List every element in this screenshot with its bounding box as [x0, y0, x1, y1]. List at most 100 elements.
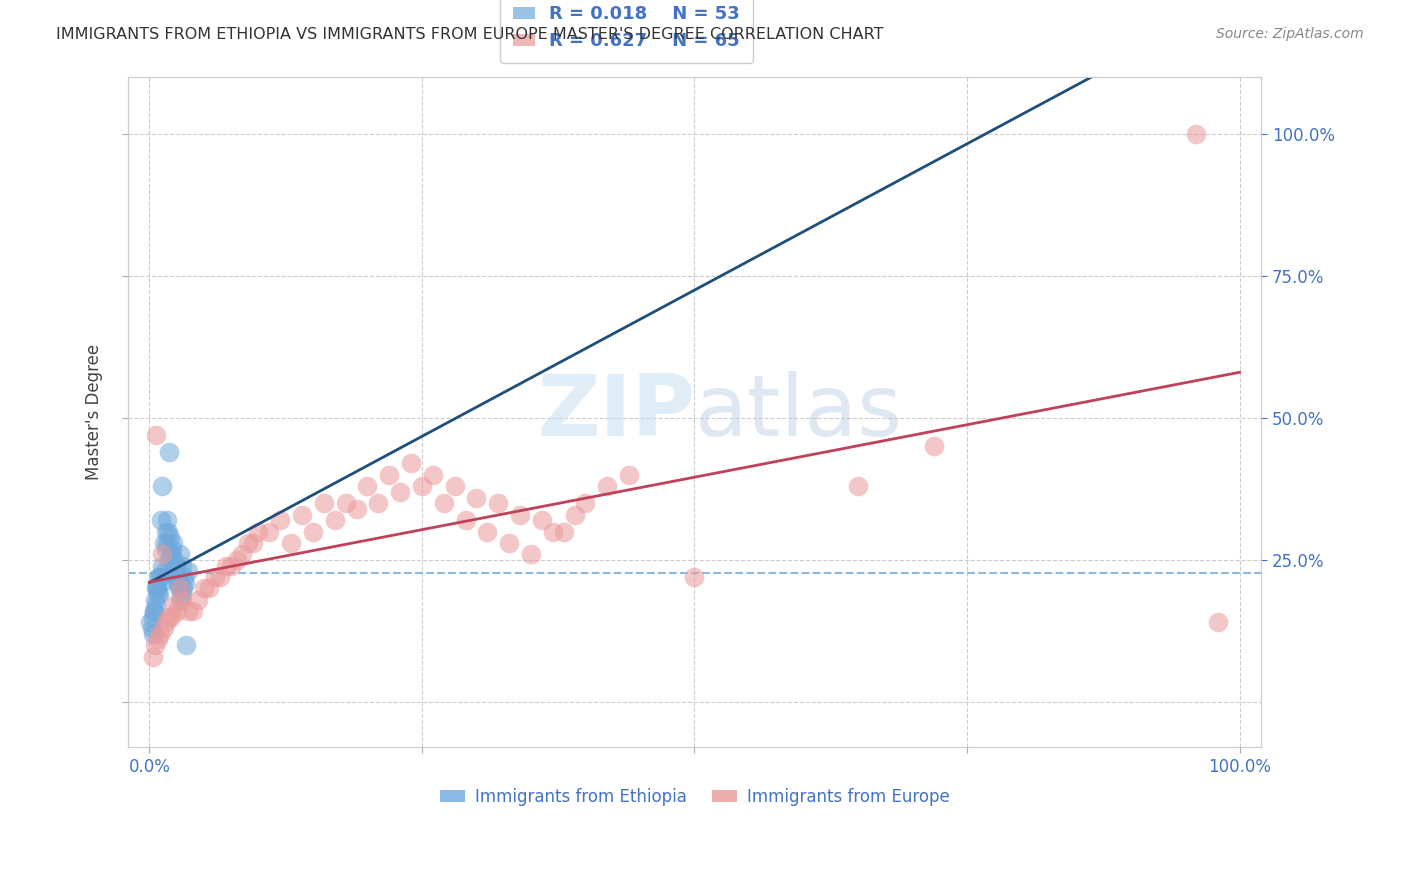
Point	[174, 575, 197, 590]
Point	[165, 558, 187, 573]
Point	[683, 570, 706, 584]
Point	[166, 604, 188, 618]
Point	[145, 582, 167, 596]
Point	[269, 513, 291, 527]
Point	[143, 638, 166, 652]
Point	[486, 496, 509, 510]
Point	[172, 558, 194, 573]
Point	[399, 457, 422, 471]
Point	[173, 570, 195, 584]
Point	[162, 541, 184, 556]
Point	[142, 609, 165, 624]
Point	[142, 649, 165, 664]
Point	[160, 547, 183, 561]
Point	[302, 524, 325, 539]
Point	[553, 524, 575, 539]
Point	[157, 445, 180, 459]
Point	[176, 604, 198, 618]
Point	[160, 547, 183, 561]
Point	[145, 428, 167, 442]
Point	[335, 496, 357, 510]
Point	[153, 565, 176, 579]
Point	[157, 609, 180, 624]
Text: atlas: atlas	[695, 371, 903, 454]
Point	[291, 508, 314, 522]
Point	[225, 553, 247, 567]
Point	[389, 484, 412, 499]
Point	[209, 570, 232, 584]
Text: IMMIGRANTS FROM ETHIOPIA VS IMMIGRANTS FROM EUROPE MASTER'S DEGREE CORRELATION C: IMMIGRANTS FROM ETHIOPIA VS IMMIGRANTS F…	[56, 27, 884, 42]
Point	[346, 502, 368, 516]
Point	[356, 479, 378, 493]
Point	[204, 570, 226, 584]
Point	[163, 599, 186, 613]
Point	[167, 575, 190, 590]
Point	[1206, 615, 1229, 630]
Text: Source: ZipAtlas.com: Source: ZipAtlas.com	[1216, 27, 1364, 41]
Point	[312, 496, 335, 510]
Point	[166, 570, 188, 584]
Point	[378, 467, 401, 482]
Point	[150, 575, 173, 590]
Point	[146, 582, 169, 596]
Point	[172, 592, 194, 607]
Point	[169, 582, 191, 596]
Point	[242, 536, 264, 550]
Point	[443, 479, 465, 493]
Point	[156, 513, 179, 527]
Point	[176, 565, 198, 579]
Point	[172, 587, 194, 601]
Point	[280, 536, 302, 550]
Point	[187, 592, 209, 607]
Point	[155, 524, 177, 539]
Point	[166, 575, 188, 590]
Point	[193, 582, 215, 596]
Point	[924, 440, 946, 454]
Point	[465, 491, 488, 505]
Point	[236, 536, 259, 550]
Point	[530, 513, 553, 527]
Point	[163, 553, 186, 567]
Point	[142, 604, 165, 618]
Point	[142, 604, 165, 618]
Point	[198, 582, 221, 596]
Point	[1185, 127, 1208, 141]
Point	[509, 508, 531, 522]
Point	[167, 582, 190, 596]
Point	[520, 547, 543, 561]
Point	[176, 638, 198, 652]
Point	[617, 467, 640, 482]
Point	[231, 547, 253, 561]
Point	[162, 565, 184, 579]
Point	[162, 536, 184, 550]
Point	[146, 582, 169, 596]
Point	[146, 570, 169, 584]
Point	[596, 479, 619, 493]
Point	[142, 627, 165, 641]
Point	[498, 536, 520, 550]
Point	[215, 558, 238, 573]
Point	[166, 570, 188, 584]
Point	[172, 582, 194, 596]
Point	[541, 524, 564, 539]
Point	[143, 592, 166, 607]
Point	[169, 547, 191, 561]
Point	[152, 621, 174, 635]
Point	[150, 513, 173, 527]
Point	[149, 627, 172, 641]
Point	[152, 536, 174, 550]
Point	[155, 615, 177, 630]
Y-axis label: Master's Degree: Master's Degree	[86, 344, 103, 481]
Point	[367, 496, 389, 510]
Point	[454, 513, 477, 527]
Point	[146, 587, 169, 601]
Point	[219, 558, 242, 573]
Point	[433, 496, 456, 510]
Point	[156, 524, 179, 539]
Point	[323, 513, 346, 527]
Point	[422, 467, 444, 482]
Point	[157, 553, 180, 567]
Point	[170, 582, 193, 596]
Point	[148, 587, 170, 601]
Point	[149, 570, 172, 584]
